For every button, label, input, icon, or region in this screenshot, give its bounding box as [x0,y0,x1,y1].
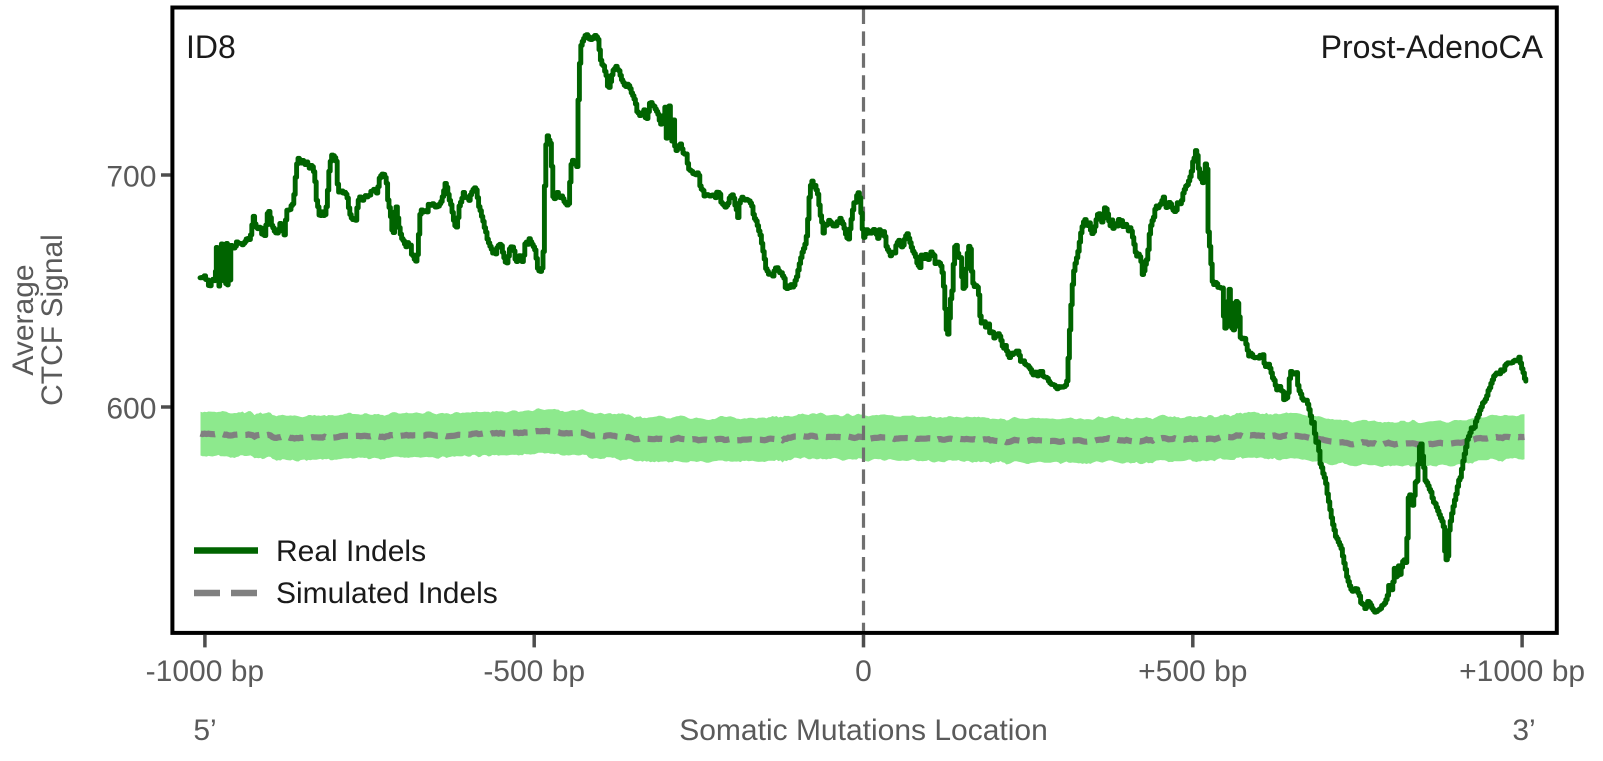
svg-text:+500 bp: +500 bp [1138,655,1247,688]
svg-text:-500 bp: -500 bp [483,655,585,688]
svg-text:-1000 bp: -1000 bp [146,655,264,688]
svg-text:CTCF Signal: CTCF Signal [36,234,69,406]
svg-text:600: 600 [106,393,156,426]
svg-text:Simulated Indels: Simulated Indels [276,577,498,610]
svg-text:Prost-AdenoCA: Prost-AdenoCA [1321,29,1544,65]
svg-text:Real Indels: Real Indels [276,535,426,568]
svg-text:ID8: ID8 [186,29,236,65]
svg-text:+1000 bp: +1000 bp [1459,655,1585,688]
svg-text:3’: 3’ [1512,714,1535,747]
svg-text:0: 0 [855,655,872,688]
svg-text:700: 700 [106,161,156,194]
svg-text:Average: Average [7,264,40,375]
svg-text:Somatic Mutations Location: Somatic Mutations Location [679,714,1048,747]
svg-text:5’: 5’ [193,714,216,747]
